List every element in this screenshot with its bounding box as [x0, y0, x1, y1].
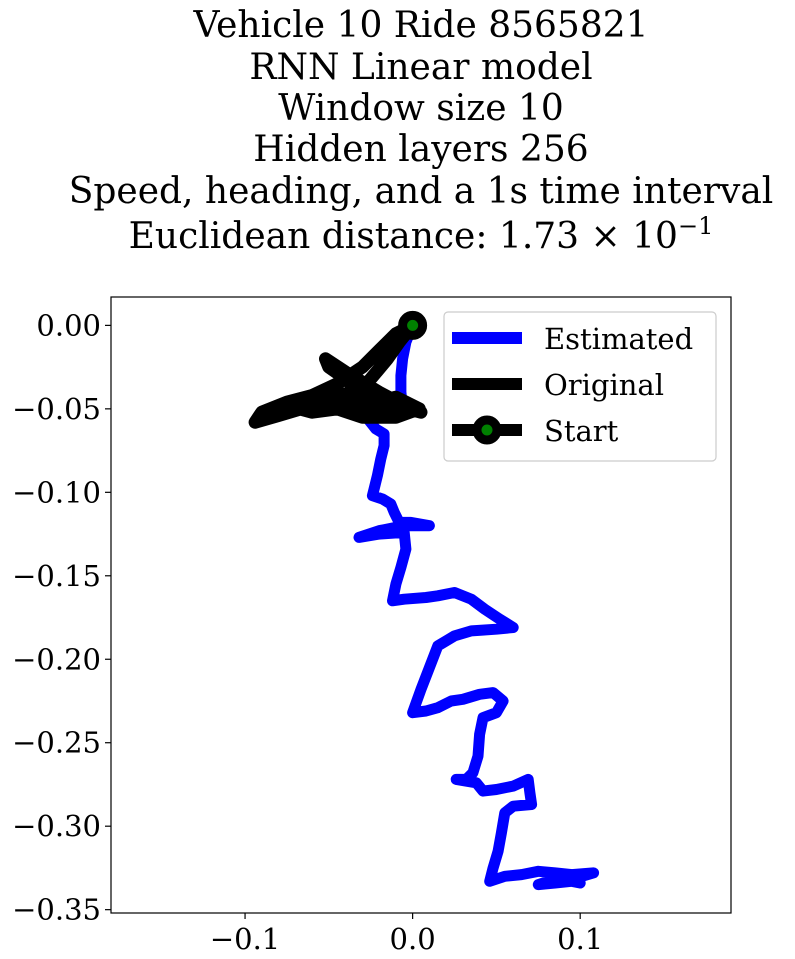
y-tick-label: −0.35: [12, 893, 101, 927]
start-marker: [398, 310, 428, 340]
y-axis: 0.00 −0.05 −0.10 −0.15 −0.20 −0.25 −0.30 −0.35: [12, 308, 111, 927]
legend-label-estimated: Estimated: [544, 322, 693, 356]
legend-marker-start: [472, 415, 502, 445]
series-line-estimated: [353, 319, 600, 891]
x-axis: −0.1 0.0 0.1: [210, 913, 603, 956]
legend: Estimated Original Start: [443, 311, 717, 462]
marker-layer: [398, 310, 428, 340]
title-metric-prefix: Euclidean distance: 1.73 × 10: [129, 216, 678, 257]
series-line-original: [248, 318, 428, 429]
x-tick-label: 0.1: [557, 922, 603, 956]
title-line-2: RNN Linear model: [249, 47, 592, 88]
plot-frame: [110, 296, 732, 914]
y-tick-label: 0.00: [36, 308, 101, 342]
title-line-4: Hidden layers 256: [253, 129, 588, 170]
y-tick-label: −0.10: [12, 475, 101, 509]
y-tick-label: −0.20: [12, 642, 101, 676]
title-metric-exponent: −1: [678, 212, 713, 240]
y-tick-label: −0.25: [12, 726, 101, 760]
title-line-3: Window size 10: [278, 88, 564, 129]
chart-title: Vehicle 10 Ride 8565821 RNN Linear model…: [69, 5, 774, 257]
title-line-5: Speed, heading, and a 1s time interval: [69, 171, 774, 212]
legend-frame: [443, 311, 717, 462]
legend-label-start: Start: [544, 414, 619, 448]
title-line-6: Euclidean distance: 1.73 × 10−1: [129, 212, 714, 257]
y-tick-label: −0.30: [12, 809, 101, 843]
y-tick-label: −0.05: [12, 392, 101, 426]
title-line-1: Vehicle 10 Ride 8565821: [192, 5, 648, 46]
series-layer: [248, 318, 600, 891]
y-tick-label: −0.15: [12, 559, 101, 593]
x-tick-label: −0.1: [210, 922, 280, 956]
x-tick-label: 0.0: [390, 922, 436, 956]
legend-label-original: Original: [544, 368, 664, 402]
